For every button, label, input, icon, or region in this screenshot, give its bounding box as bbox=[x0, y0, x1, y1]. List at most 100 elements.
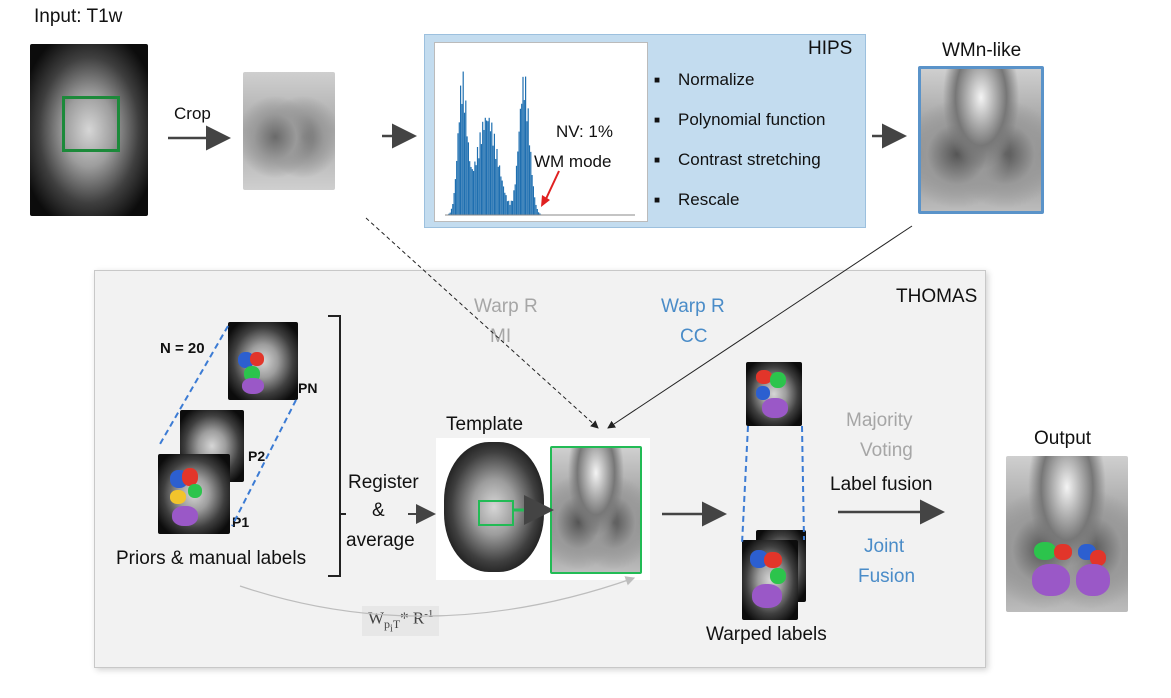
hips-step-1: Normalize bbox=[654, 70, 754, 90]
priors-bracket bbox=[328, 315, 341, 577]
prior-image-pn bbox=[228, 322, 298, 400]
histogram-bar bbox=[501, 180, 503, 215]
cropped-image bbox=[243, 72, 335, 190]
prior-label-p2: P2 bbox=[248, 448, 266, 464]
histogram-bar bbox=[512, 200, 514, 215]
histogram-bar bbox=[500, 176, 502, 215]
histogram-bar bbox=[453, 193, 455, 215]
histogram-bar bbox=[538, 212, 540, 215]
histogram-bar bbox=[491, 122, 493, 215]
histogram-bar bbox=[493, 133, 495, 215]
histogram-bar bbox=[480, 144, 482, 215]
register-line-2: & bbox=[372, 500, 385, 521]
histogram-bar bbox=[478, 158, 480, 215]
histogram-bar bbox=[521, 103, 523, 215]
histogram-bar bbox=[450, 208, 453, 215]
priors-count: N = 20 bbox=[160, 340, 205, 357]
histogram-bar bbox=[489, 131, 492, 215]
arrow-crop-to-template-mi bbox=[365, 217, 599, 429]
histogram-bar bbox=[517, 151, 519, 215]
histogram-bar bbox=[479, 132, 481, 215]
wmn-like-image bbox=[918, 66, 1044, 214]
histogram-bar bbox=[531, 175, 533, 215]
majority-line-2: Voting bbox=[860, 440, 913, 461]
histogram-bar bbox=[461, 103, 463, 215]
histogram-bar bbox=[532, 186, 534, 215]
histogram-bar bbox=[456, 160, 458, 215]
histogram-bar bbox=[499, 165, 501, 215]
hips-step-4: Rescale bbox=[654, 190, 740, 210]
histogram-bar bbox=[460, 85, 462, 216]
histogram-bar bbox=[528, 145, 531, 215]
histogram-bar bbox=[469, 161, 471, 215]
crop-label: Crop bbox=[174, 104, 211, 123]
histogram-bar bbox=[486, 120, 488, 215]
histogram-bar bbox=[471, 169, 473, 215]
joint-line-2: Fusion bbox=[858, 566, 916, 587]
histogram-bar bbox=[497, 166, 499, 215]
histogram-bar bbox=[466, 136, 468, 215]
wm-mode-arrowhead bbox=[541, 195, 550, 207]
prior-stack-line-right bbox=[231, 399, 297, 527]
histogram-bar bbox=[457, 133, 459, 215]
warp-cc-line-2: CC bbox=[680, 326, 708, 347]
histogram-bar bbox=[514, 184, 516, 215]
register-line-1: Register bbox=[348, 472, 419, 493]
histogram-bar bbox=[495, 158, 497, 215]
prior-stack-line-left bbox=[159, 325, 229, 445]
prior-label-pn: PN bbox=[298, 380, 318, 396]
histogram-bar bbox=[508, 200, 510, 215]
histogram-bar bbox=[527, 108, 529, 215]
label-fusion: Label fusion bbox=[830, 474, 933, 495]
warped-caption: Warped labels bbox=[706, 624, 827, 645]
histogram-bar bbox=[448, 213, 450, 215]
histogram-bars bbox=[447, 71, 554, 216]
template-crop-box bbox=[478, 500, 514, 526]
histogram-bar bbox=[515, 165, 518, 215]
input-t1w-image bbox=[30, 44, 148, 216]
histogram-bar bbox=[518, 131, 520, 215]
histogram-bar bbox=[465, 100, 467, 215]
wm-mode-arrow bbox=[544, 170, 560, 202]
nv-annotation: NV: 1% bbox=[556, 122, 614, 141]
prior-image-p1 bbox=[158, 454, 230, 534]
crop-region-box bbox=[62, 96, 120, 152]
warp-mi-line-1: Warp R bbox=[474, 296, 538, 317]
histogram-bar bbox=[534, 197, 536, 215]
histogram-bar bbox=[470, 166, 472, 215]
warped-stack-line-left bbox=[741, 425, 749, 545]
histogram-bar bbox=[475, 165, 477, 215]
majority-line-1: Majority bbox=[846, 410, 913, 431]
hips-title: HIPS bbox=[808, 38, 853, 59]
hips-step-3: Contrast stretching bbox=[654, 150, 821, 170]
warped-label-top bbox=[746, 362, 802, 426]
register-line-3: average bbox=[346, 530, 415, 551]
histogram-bar bbox=[506, 201, 508, 215]
warp-mi-line-2: MI bbox=[490, 326, 512, 347]
histogram-bar bbox=[454, 179, 456, 215]
histogram-bar bbox=[449, 212, 451, 215]
warped-stack-line-right bbox=[801, 425, 805, 541]
histogram-bar bbox=[488, 117, 490, 215]
histogram-bar bbox=[509, 204, 511, 215]
histogram-bar bbox=[505, 195, 507, 215]
histogram-svg bbox=[445, 71, 635, 216]
priors-caption: Priors & manual labels bbox=[116, 548, 307, 569]
histogram-bar bbox=[467, 142, 469, 215]
histogram-bar bbox=[535, 204, 537, 215]
histogram-bar bbox=[476, 146, 479, 215]
template-crop-image bbox=[550, 446, 642, 574]
joint-line-1: Joint bbox=[864, 536, 905, 557]
thomas-title: THOMAS bbox=[896, 286, 978, 307]
histogram-bar bbox=[504, 192, 506, 215]
histogram bbox=[434, 42, 648, 222]
input-label: Input: T1w bbox=[34, 6, 123, 27]
histogram-bar bbox=[522, 76, 524, 215]
histogram-bar bbox=[536, 208, 538, 215]
histogram-bar bbox=[487, 121, 489, 215]
warped-label-front bbox=[742, 540, 798, 620]
histogram-bar bbox=[462, 71, 464, 215]
histogram-bar bbox=[523, 100, 525, 215]
histogram-bar bbox=[539, 213, 541, 215]
